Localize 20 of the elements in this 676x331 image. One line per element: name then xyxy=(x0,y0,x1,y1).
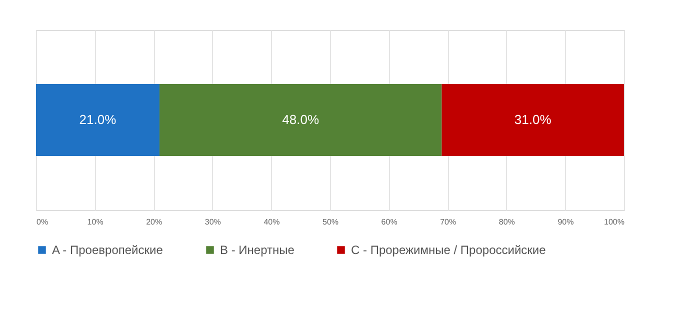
x-tick-label: 20% xyxy=(146,218,162,226)
x-tick-label: 60% xyxy=(381,218,398,226)
x-tick-label: 30% xyxy=(204,218,221,226)
x-tick-label: 100% xyxy=(604,218,624,226)
legend-label: B - Инертные xyxy=(220,243,295,257)
bar xyxy=(36,84,160,156)
data-label: 48.0% xyxy=(282,112,320,127)
x-tick-label: 10% xyxy=(87,218,104,226)
x-tick-label: 0% xyxy=(36,218,48,226)
data-label: 21.0% xyxy=(79,112,117,127)
x-tick-label: 40% xyxy=(264,218,280,226)
bar xyxy=(159,84,442,156)
x-tick-label: 50% xyxy=(322,218,339,226)
bar xyxy=(442,84,624,156)
legend-label: C - Прорежимные / Пророссийские xyxy=(351,243,546,257)
x-tick-label: 80% xyxy=(498,218,515,226)
x-tick-label: 90% xyxy=(558,218,574,226)
data-label: 31.0% xyxy=(514,112,552,127)
legend-label: A - Проевропейские xyxy=(52,243,164,257)
x-tick-label: 70% xyxy=(440,218,456,226)
